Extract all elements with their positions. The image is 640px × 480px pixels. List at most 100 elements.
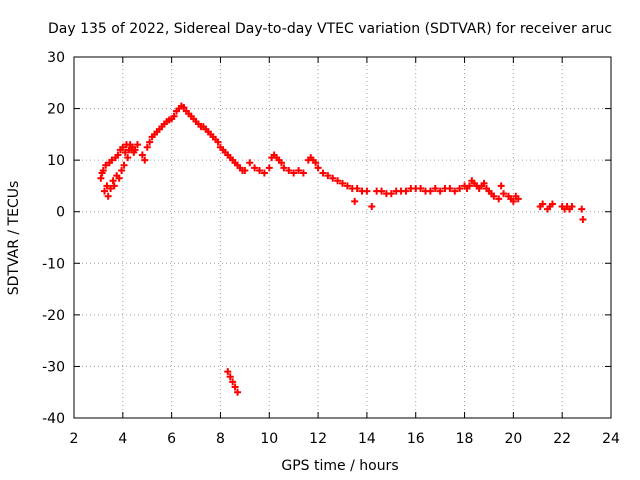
data-point	[363, 187, 371, 195]
data-point	[509, 197, 517, 205]
data-point	[265, 164, 273, 172]
data-point	[246, 159, 254, 167]
data-point	[312, 159, 320, 167]
data-point	[417, 185, 425, 193]
data-point	[490, 192, 498, 200]
x-tick-label: 2	[70, 431, 79, 447]
data-point	[141, 156, 149, 164]
x-tick-label: 24	[602, 431, 620, 447]
data-point	[120, 161, 128, 169]
x-tick-label: 14	[358, 431, 376, 447]
data-point	[170, 112, 178, 120]
data-point	[480, 179, 488, 187]
y-tick-label: -10	[42, 256, 65, 272]
data-point	[319, 169, 327, 177]
data-point	[387, 190, 395, 198]
data-point	[121, 148, 129, 156]
data-point	[180, 104, 188, 112]
data-points	[97, 102, 587, 396]
data-point	[103, 182, 111, 190]
data-point	[118, 166, 126, 174]
data-point	[256, 166, 264, 174]
data-point	[334, 177, 342, 185]
data-point	[353, 185, 361, 193]
data-point	[579, 215, 587, 223]
x-axis-label: GPS time / hours	[281, 458, 398, 474]
data-point	[578, 205, 586, 213]
data-point	[109, 177, 117, 185]
data-point	[143, 143, 151, 151]
x-tick-labels: 2 4 6 8 10 12 14 16 18 20 22 24	[70, 431, 620, 447]
data-point	[295, 166, 303, 174]
plot-frame	[73, 56, 612, 419]
y-tick-label: 30	[47, 50, 65, 66]
y-tick-label: 10	[47, 153, 65, 169]
data-point	[280, 164, 288, 172]
data-point	[500, 190, 508, 198]
data-point	[114, 151, 122, 159]
data-point	[277, 159, 285, 167]
data-point	[339, 179, 346, 187]
data-point	[229, 378, 237, 386]
data-point	[402, 187, 410, 195]
data-point	[231, 383, 239, 391]
data-point	[314, 164, 322, 172]
data-point	[108, 156, 116, 164]
data-point	[234, 388, 242, 396]
data-point	[224, 368, 232, 376]
data-point	[514, 195, 522, 203]
data-point	[456, 185, 464, 193]
data-point	[568, 203, 576, 211]
y-tick-label: 0	[56, 205, 65, 221]
x-tick-label: 4	[118, 431, 127, 447]
data-point	[119, 143, 127, 151]
y-tick-label: 20	[47, 102, 65, 118]
data-point	[465, 182, 473, 190]
y-tick-label: -40	[42, 411, 65, 427]
x-tick-label: 8	[216, 431, 225, 447]
data-point	[138, 151, 146, 159]
data-point	[260, 169, 268, 177]
data-point	[102, 161, 110, 169]
data-point	[426, 187, 434, 195]
data-point	[104, 192, 112, 200]
data-point	[107, 185, 115, 193]
y-tick-label: -20	[42, 308, 65, 324]
data-point	[495, 195, 503, 203]
data-point	[97, 174, 105, 182]
data-point	[251, 164, 259, 172]
data-point	[548, 200, 556, 208]
x-tick-label: 12	[309, 431, 327, 447]
data-point	[99, 166, 107, 174]
data-point	[299, 169, 307, 177]
data-point	[451, 187, 459, 195]
data-point	[368, 203, 376, 211]
data-point	[290, 169, 298, 177]
x-tick-label: 22	[553, 431, 571, 447]
data-point	[241, 166, 249, 174]
data-point	[431, 185, 439, 193]
data-point	[146, 138, 154, 146]
x-tick-label: 16	[407, 431, 425, 447]
data-point	[497, 182, 505, 190]
data-point	[446, 185, 454, 193]
data-point	[329, 174, 337, 182]
data-point	[539, 200, 547, 208]
x-tick-label: 6	[167, 431, 176, 447]
data-point	[436, 187, 444, 195]
x-tick-label: 20	[504, 431, 522, 447]
data-point	[214, 138, 222, 146]
data-point	[115, 174, 123, 182]
data-point	[343, 182, 351, 190]
data-point	[351, 197, 359, 205]
data-point	[285, 166, 293, 174]
data-point	[124, 154, 132, 162]
data-point	[378, 187, 386, 195]
x-tick-label: 18	[456, 431, 474, 447]
tick-layer	[73, 56, 612, 419]
data-point	[133, 141, 141, 149]
grid-layer	[74, 57, 611, 418]
y-tick-label: -30	[42, 359, 65, 375]
data-point	[110, 182, 118, 190]
